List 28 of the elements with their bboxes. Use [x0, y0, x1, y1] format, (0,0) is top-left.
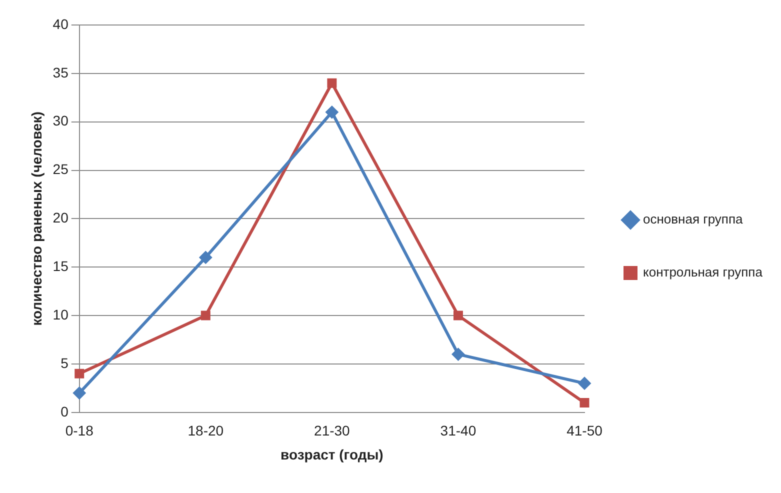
- y-tick-label: 5: [60, 354, 69, 371]
- point: [452, 348, 465, 361]
- point: [72, 386, 86, 400]
- y-tick-label: 20: [52, 210, 69, 226]
- y-tick-label: 40: [52, 16, 69, 32]
- point: [578, 376, 591, 390]
- y-tick-label: 0: [60, 403, 69, 420]
- point: [327, 78, 337, 88]
- x-tick-label: 31-40: [440, 422, 476, 439]
- y-axis-title: количество раненых (человек): [28, 112, 44, 326]
- point: [199, 250, 212, 264]
- x-tick-label: 21-30: [314, 422, 350, 439]
- point: [74, 368, 84, 378]
- legend-label: контрольная группа: [643, 264, 764, 280]
- y-tick-label: 35: [52, 64, 69, 80]
- x-axis-title: возраст (годы): [280, 446, 384, 462]
- y-tick-label: 30: [52, 112, 69, 129]
- point: [325, 106, 338, 119]
- point: [453, 310, 463, 320]
- point: [200, 310, 210, 320]
- x-tick-label: 41-50: [566, 422, 603, 439]
- x-tick-label: 18-20: [188, 422, 224, 439]
- y-tick-label: 15: [52, 258, 69, 274]
- point: [580, 398, 590, 408]
- y-tick-label: 10: [52, 306, 69, 322]
- legend-label: основная группа: [643, 212, 744, 227]
- y-tick-label: 25: [52, 161, 69, 178]
- x-tick-label: 0-18: [65, 422, 94, 439]
